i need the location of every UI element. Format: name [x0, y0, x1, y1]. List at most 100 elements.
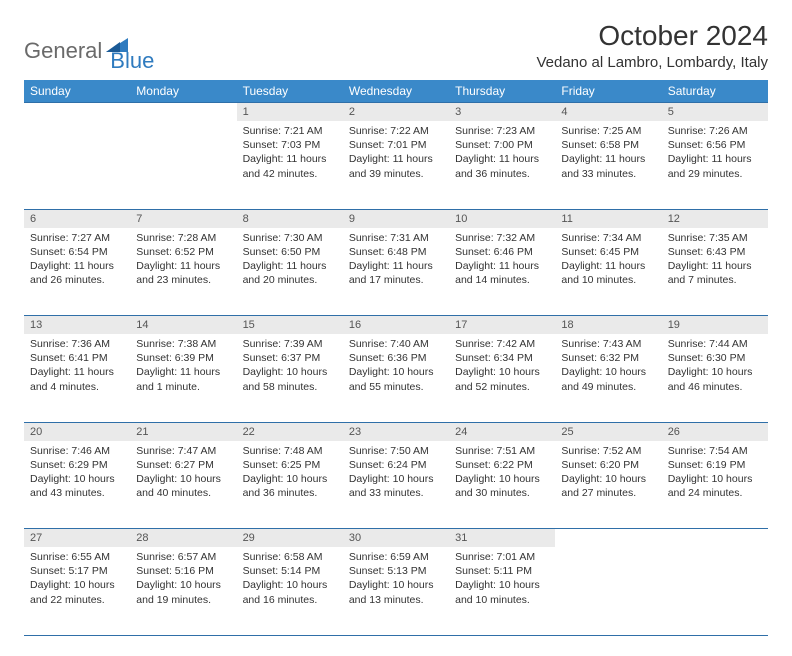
day-number-cell: 29 — [237, 529, 343, 548]
day-details: Sunrise: 7:38 AMSunset: 6:39 PMDaylight:… — [130, 334, 236, 400]
day-number-cell: 23 — [343, 422, 449, 441]
day-number: 7 — [130, 210, 236, 228]
day-number-row: 12345 — [24, 103, 768, 122]
day-number: 1 — [237, 103, 343, 121]
day-cell: Sunrise: 7:40 AMSunset: 6:36 PMDaylight:… — [343, 334, 449, 422]
day-cell: Sunrise: 7:46 AMSunset: 6:29 PMDaylight:… — [24, 441, 130, 529]
day-number-cell: 25 — [555, 422, 661, 441]
day-details: Sunrise: 6:59 AMSunset: 5:13 PMDaylight:… — [343, 547, 449, 613]
day-number-cell: 8 — [237, 209, 343, 228]
day-cell: Sunrise: 7:44 AMSunset: 6:30 PMDaylight:… — [662, 334, 768, 422]
day-number-cell — [555, 529, 661, 548]
day-cell: Sunrise: 7:47 AMSunset: 6:27 PMDaylight:… — [130, 441, 236, 529]
day-number-cell: 31 — [449, 529, 555, 548]
calendar-table: SundayMondayTuesdayWednesdayThursdayFrid… — [24, 80, 768, 636]
day-details: Sunrise: 7:44 AMSunset: 6:30 PMDaylight:… — [662, 334, 768, 400]
day-number-row: 20212223242526 — [24, 422, 768, 441]
day-number-row: 13141516171819 — [24, 316, 768, 335]
day-details: Sunrise: 7:52 AMSunset: 6:20 PMDaylight:… — [555, 441, 661, 507]
day-number: 28 — [130, 529, 236, 547]
day-cell: Sunrise: 7:43 AMSunset: 6:32 PMDaylight:… — [555, 334, 661, 422]
day-number: 31 — [449, 529, 555, 547]
day-number: 8 — [237, 210, 343, 228]
day-details: Sunrise: 7:46 AMSunset: 6:29 PMDaylight:… — [24, 441, 130, 507]
day-number: 18 — [555, 316, 661, 334]
day-cell: Sunrise: 6:59 AMSunset: 5:13 PMDaylight:… — [343, 547, 449, 635]
day-details: Sunrise: 7:28 AMSunset: 6:52 PMDaylight:… — [130, 228, 236, 294]
day-number: 9 — [343, 210, 449, 228]
day-details: Sunrise: 7:21 AMSunset: 7:03 PMDaylight:… — [237, 121, 343, 187]
day-number: 3 — [449, 103, 555, 121]
day-number-cell — [662, 529, 768, 548]
day-details: Sunrise: 7:25 AMSunset: 6:58 PMDaylight:… — [555, 121, 661, 187]
day-cell: Sunrise: 7:51 AMSunset: 6:22 PMDaylight:… — [449, 441, 555, 529]
day-cell: Sunrise: 7:22 AMSunset: 7:01 PMDaylight:… — [343, 121, 449, 209]
day-cell: Sunrise: 7:36 AMSunset: 6:41 PMDaylight:… — [24, 334, 130, 422]
header: General Blue October 2024 Vedano al Lamb… — [24, 20, 768, 74]
day-body-row: Sunrise: 7:36 AMSunset: 6:41 PMDaylight:… — [24, 334, 768, 422]
day-details: Sunrise: 7:23 AMSunset: 7:00 PMDaylight:… — [449, 121, 555, 187]
day-details: Sunrise: 7:26 AMSunset: 6:56 PMDaylight:… — [662, 121, 768, 187]
day-details: Sunrise: 7:32 AMSunset: 6:46 PMDaylight:… — [449, 228, 555, 294]
day-number: 23 — [343, 423, 449, 441]
location: Vedano al Lambro, Lombardy, Italy — [536, 54, 768, 71]
day-cell — [24, 121, 130, 209]
day-number: 11 — [555, 210, 661, 228]
day-number-cell: 22 — [237, 422, 343, 441]
day-cell: Sunrise: 7:50 AMSunset: 6:24 PMDaylight:… — [343, 441, 449, 529]
day-number-cell: 10 — [449, 209, 555, 228]
day-number: 22 — [237, 423, 343, 441]
day-cell — [662, 547, 768, 635]
day-number — [555, 529, 661, 547]
day-number-cell: 12 — [662, 209, 768, 228]
day-cell: Sunrise: 7:52 AMSunset: 6:20 PMDaylight:… — [555, 441, 661, 529]
day-number-cell: 26 — [662, 422, 768, 441]
day-cell: Sunrise: 7:42 AMSunset: 6:34 PMDaylight:… — [449, 334, 555, 422]
day-number: 21 — [130, 423, 236, 441]
day-number: 26 — [662, 423, 768, 441]
day-cell: Sunrise: 7:25 AMSunset: 6:58 PMDaylight:… — [555, 121, 661, 209]
day-cell: Sunrise: 7:21 AMSunset: 7:03 PMDaylight:… — [237, 121, 343, 209]
day-number-cell: 17 — [449, 316, 555, 335]
day-number: 30 — [343, 529, 449, 547]
weekday-header: Monday — [130, 80, 236, 103]
day-details: Sunrise: 7:36 AMSunset: 6:41 PMDaylight:… — [24, 334, 130, 400]
logo: General Blue — [24, 28, 154, 74]
day-details: Sunrise: 7:01 AMSunset: 5:11 PMDaylight:… — [449, 547, 555, 613]
day-number: 16 — [343, 316, 449, 334]
weekday-header: Friday — [555, 80, 661, 103]
day-number-cell: 4 — [555, 103, 661, 122]
weekday-header-row: SundayMondayTuesdayWednesdayThursdayFrid… — [24, 80, 768, 103]
day-number-cell: 5 — [662, 103, 768, 122]
day-cell: Sunrise: 7:39 AMSunset: 6:37 PMDaylight:… — [237, 334, 343, 422]
day-cell: Sunrise: 7:35 AMSunset: 6:43 PMDaylight:… — [662, 228, 768, 316]
day-number-cell: 16 — [343, 316, 449, 335]
day-details: Sunrise: 6:58 AMSunset: 5:14 PMDaylight:… — [237, 547, 343, 613]
day-number-cell: 28 — [130, 529, 236, 548]
day-cell: Sunrise: 6:57 AMSunset: 5:16 PMDaylight:… — [130, 547, 236, 635]
day-number: 25 — [555, 423, 661, 441]
day-number-cell: 30 — [343, 529, 449, 548]
day-cell: Sunrise: 7:23 AMSunset: 7:00 PMDaylight:… — [449, 121, 555, 209]
day-cell: Sunrise: 7:48 AMSunset: 6:25 PMDaylight:… — [237, 441, 343, 529]
day-body-row: Sunrise: 7:46 AMSunset: 6:29 PMDaylight:… — [24, 441, 768, 529]
day-number-cell: 15 — [237, 316, 343, 335]
day-details: Sunrise: 7:30 AMSunset: 6:50 PMDaylight:… — [237, 228, 343, 294]
day-number: 13 — [24, 316, 130, 334]
day-number-cell: 6 — [24, 209, 130, 228]
day-number — [24, 103, 130, 121]
day-number: 20 — [24, 423, 130, 441]
title-block: October 2024 Vedano al Lambro, Lombardy,… — [536, 20, 768, 71]
day-number — [130, 103, 236, 121]
day-number — [662, 529, 768, 547]
day-number-cell: 19 — [662, 316, 768, 335]
month-title: October 2024 — [536, 20, 768, 52]
day-cell: Sunrise: 7:38 AMSunset: 6:39 PMDaylight:… — [130, 334, 236, 422]
day-details: Sunrise: 6:57 AMSunset: 5:16 PMDaylight:… — [130, 547, 236, 613]
day-number: 4 — [555, 103, 661, 121]
day-cell — [555, 547, 661, 635]
logo-text-blue: Blue — [110, 48, 154, 74]
weekday-header: Saturday — [662, 80, 768, 103]
day-number: 27 — [24, 529, 130, 547]
day-cell: Sunrise: 6:58 AMSunset: 5:14 PMDaylight:… — [237, 547, 343, 635]
